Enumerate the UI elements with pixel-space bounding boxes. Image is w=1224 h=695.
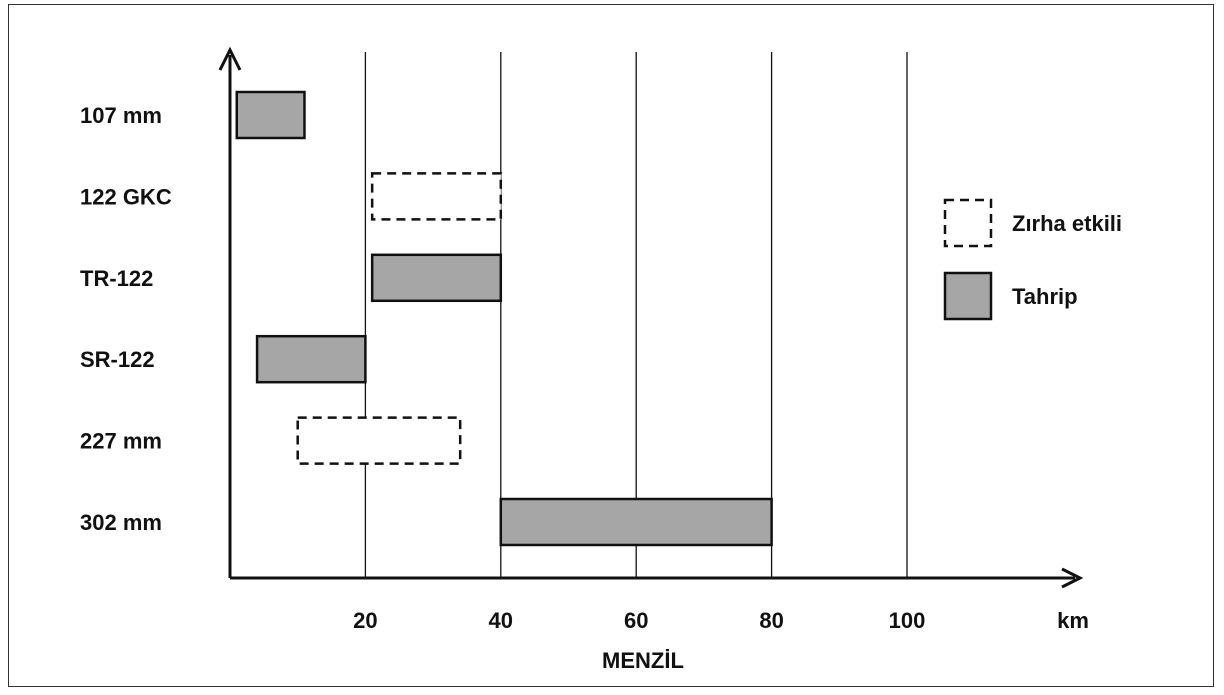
x-tick-label-20: 20 [353,608,377,633]
zirha-etkili-bar-1 [370,172,503,221]
x-tick-label-60: 60 [624,608,648,633]
legend-swatch-1 [943,271,993,321]
category-label: 302 mm [80,510,162,535]
x-tick-label-40: 40 [489,608,513,633]
tahrip-bar-3 [255,334,367,384]
zirha-etkili-bar-4 [296,416,462,465]
category-label: 122 GKC [80,184,172,209]
legend-swatch-0 [943,198,993,248]
x-tick-label-100: 100 [889,608,926,633]
y-axis-arrow [218,46,242,71]
figure-frame [8,4,1214,687]
x-axis-arrow [1061,567,1084,589]
legend: Zırha etkili Tahrip [943,198,1122,321]
category-label: SR-122 [80,347,155,372]
legend-label-1: Tahrip [1012,284,1078,309]
legend-label-0: Zırha etkili [1012,211,1122,236]
tahrip-bar-2 [370,253,503,303]
tahrip-bar-0 [235,90,306,140]
tahrip-bar-5 [499,497,773,547]
x-tick-label-80: 80 [759,608,783,633]
category-label: 107 mm [80,103,162,128]
category-label: 227 mm [80,429,162,454]
x-axis-title: MENZİL [602,648,684,673]
x-unit-label: km [1057,608,1089,633]
category-label: TR-122 [80,266,153,291]
